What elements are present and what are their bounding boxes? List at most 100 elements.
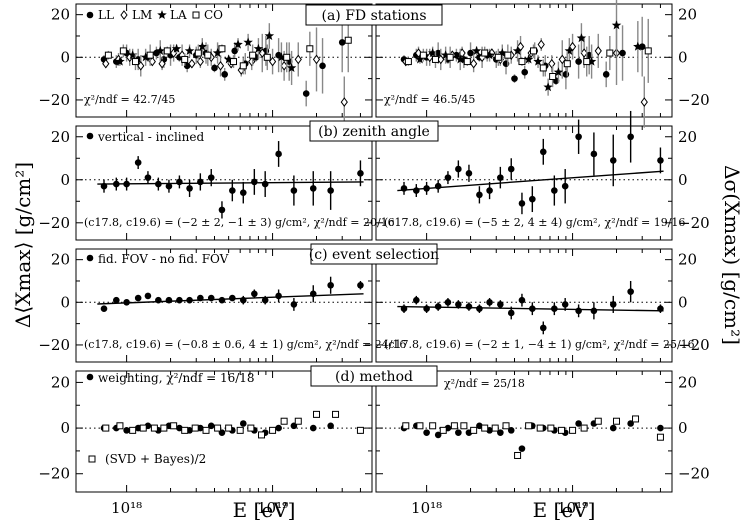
marker-lm bbox=[294, 54, 302, 65]
marker-co bbox=[146, 51, 154, 59]
x-axis-label: E [eV] bbox=[533, 498, 596, 522]
data-point bbox=[590, 307, 598, 315]
marker-svdbayes bbox=[632, 415, 640, 423]
marker-la bbox=[264, 31, 275, 40]
marker-la bbox=[512, 45, 523, 55]
legend-label-selection: fid. FOV - no fid. FOV bbox=[98, 252, 229, 266]
marker-ll bbox=[221, 71, 229, 78]
data-point bbox=[134, 294, 142, 302]
legend-marker-zenith bbox=[86, 132, 94, 140]
data-point bbox=[327, 187, 334, 194]
marker-weighting bbox=[657, 424, 664, 432]
data-point bbox=[197, 178, 204, 186]
data-point bbox=[657, 157, 664, 164]
marker-weighting bbox=[176, 424, 183, 432]
marker-svdbayes bbox=[536, 424, 544, 432]
marker-weighting bbox=[507, 427, 515, 434]
data-point bbox=[551, 187, 558, 194]
y-tick-label-right: 0 bbox=[678, 48, 688, 66]
marker-svdbayes bbox=[439, 426, 447, 434]
data-point bbox=[575, 133, 582, 141]
marker-svdbayes bbox=[129, 426, 137, 434]
panel-frame-3-left bbox=[75, 370, 373, 493]
marker-la bbox=[523, 54, 534, 64]
y-axis-label-right: Δσ(Xmax) [g/cm²] bbox=[720, 165, 744, 345]
data-point bbox=[327, 281, 334, 289]
marker-co bbox=[181, 55, 189, 63]
marker-co bbox=[494, 53, 502, 61]
data-point bbox=[229, 294, 236, 302]
marker-svdbayes bbox=[514, 451, 522, 459]
x-axis-label: E [eV] bbox=[233, 498, 296, 522]
marker-lm bbox=[537, 39, 545, 50]
data-point bbox=[144, 292, 152, 300]
marker-co bbox=[194, 49, 202, 57]
data-point bbox=[251, 178, 258, 186]
marker-svdbayes bbox=[269, 426, 277, 434]
x-tick-label: 10¹⁹ bbox=[557, 499, 588, 517]
marker-la bbox=[415, 54, 425, 64]
x-tick-label: 10¹⁸ bbox=[111, 499, 142, 517]
marker-lm bbox=[568, 41, 577, 52]
fit-note-left: χ²/ndf = 42.7/45 bbox=[84, 93, 175, 106]
marker-la bbox=[471, 45, 482, 55]
fit-note-right: (c17.8, c19.6) = (−2 ± 1, −4 ± 1) g/cm²,… bbox=[384, 338, 695, 351]
marker-svdbayes bbox=[656, 433, 664, 441]
marker-svdbayes bbox=[332, 410, 340, 418]
marker-la bbox=[243, 37, 253, 47]
marker-weighting bbox=[575, 420, 582, 427]
marker-ll bbox=[467, 49, 474, 57]
marker-weighting bbox=[207, 422, 215, 430]
data-point bbox=[465, 303, 473, 310]
marker-co bbox=[218, 45, 226, 53]
marker-lm bbox=[312, 54, 321, 65]
marker-co bbox=[306, 45, 314, 53]
marker-lm bbox=[188, 58, 196, 69]
marker-co bbox=[539, 64, 547, 72]
data-point bbox=[413, 296, 420, 304]
data-point bbox=[444, 174, 452, 181]
fit-line bbox=[397, 170, 664, 192]
marker-svdbayes bbox=[356, 426, 364, 434]
y-tick-label-right: −20 bbox=[678, 336, 710, 354]
panel-title: (a) FD stations bbox=[322, 8, 427, 24]
data-point bbox=[309, 185, 317, 192]
marker-co bbox=[344, 36, 352, 44]
marker-svdbayes bbox=[481, 424, 489, 432]
marker-weighting bbox=[197, 424, 204, 432]
panel-frame-1-right bbox=[375, 125, 673, 241]
data-point bbox=[165, 296, 173, 304]
data-point bbox=[275, 292, 282, 300]
marker-la bbox=[140, 52, 151, 62]
data-point bbox=[575, 307, 582, 315]
legend-label-weighting: weighting, χ²/ndf = 16/18 bbox=[98, 371, 255, 385]
data-point bbox=[275, 150, 282, 158]
marker-lm bbox=[248, 56, 256, 67]
data-point bbox=[529, 195, 536, 203]
marker-co bbox=[230, 58, 238, 66]
marker-co bbox=[404, 58, 412, 66]
legend-marker-svd bbox=[88, 455, 96, 463]
marker-lm bbox=[426, 52, 434, 63]
marker-svdbayes bbox=[470, 426, 478, 434]
data-point bbox=[539, 148, 547, 156]
legend-label-ll: LL bbox=[98, 8, 114, 22]
marker-la bbox=[497, 48, 507, 58]
panel-frame-0-right bbox=[375, 3, 673, 118]
panel-frame-0-left bbox=[75, 3, 373, 118]
marker-weighting bbox=[327, 422, 334, 430]
marker-la bbox=[212, 48, 223, 58]
marker-svdbayes bbox=[181, 426, 189, 434]
marker-lm bbox=[640, 97, 648, 107]
legend-marker-ll bbox=[86, 11, 94, 19]
marker-la bbox=[184, 45, 195, 55]
y-tick-label-left: −20 bbox=[38, 214, 70, 232]
marker-co bbox=[549, 72, 557, 80]
data-point bbox=[186, 185, 193, 192]
marker-la bbox=[543, 82, 553, 92]
data-point bbox=[455, 301, 462, 308]
marker-ll bbox=[511, 75, 518, 82]
legend-label-svd: (SVD + Bayes)/2 bbox=[105, 452, 206, 466]
panel-frame-3-right bbox=[375, 370, 673, 493]
